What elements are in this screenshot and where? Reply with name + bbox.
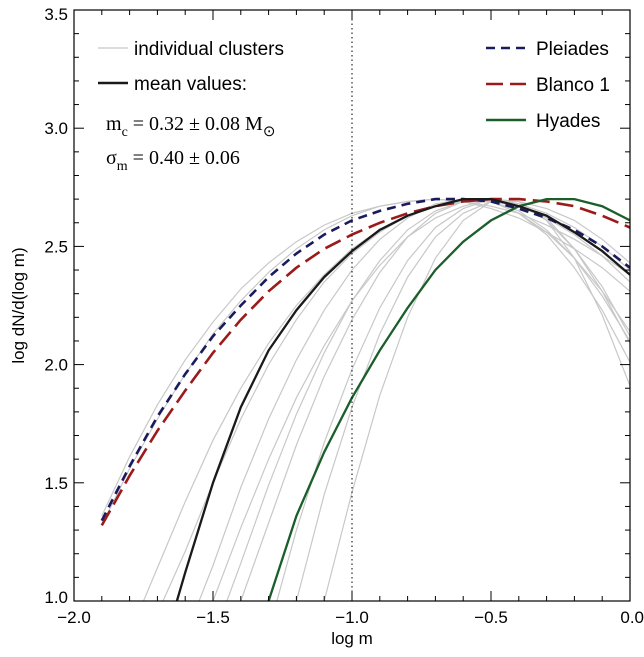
individual-cluster-line-4 [162,200,630,601]
individual-cluster-line-8 [276,198,630,601]
legend-label-hyades: Hyades [536,111,600,132]
individual-cluster-line-5 [198,198,630,601]
series-line-blanco-1 [100,197,630,527]
x-tick-label: 0.0 [620,608,644,627]
y-tick-label: 1.0 [44,588,68,607]
x-tick-label: −1.5 [196,608,230,627]
annotation-mc-value: = 0.32 ± 0.08 M [128,113,263,135]
y-tick-label: 2.0 [44,356,68,375]
x-tick-label: −0.5 [474,608,508,627]
axis-ticks: −2.0 −1.5 −1.0 −0.5 0.0 1.0 1.5 2.0 2.5 3.0 3.5 [44,5,644,627]
annotation-mc-subscript: c [122,125,128,140]
y-tick-label: 2.5 [44,237,68,256]
x-tick-label: −2.0 [57,608,91,627]
individual-cluster-line-10 [323,200,630,601]
annotation-sigma-symbol: σ [106,147,117,169]
legend-label-pleiades: Pleiades [536,39,609,60]
y-tick-label: 3.0 [44,119,68,138]
annotation-mc-symbol: m [106,113,122,135]
individual-cluster-line-11 [212,198,630,601]
series-line-pleiades [100,197,630,522]
legend-label-blanco: Blanco 1 [536,75,610,96]
annotation-sigma-subscript: m [117,159,128,174]
x-tick-label: −1.0 [335,608,369,627]
legend-label-mean: mean values: [134,74,247,95]
annotation-sigma-value: = 0.40 ± 0.06 [128,147,240,169]
legend-label-individual: individual clusters [134,39,284,60]
individual-cluster-line-7 [240,200,630,601]
x-axis-label: log m [331,629,373,648]
annotation-mc: mc = 0.32 ± 0.08 M⊙ [106,113,275,140]
annotation-mc-sun: ⊙ [263,124,276,140]
plot-frame [73,9,631,602]
individual-cluster-line-3 [142,198,630,601]
curves-layer [100,197,630,601]
series-line-mean-values [175,197,630,601]
individual-cluster-line-2 [101,198,630,517]
y-tick-label: 3.5 [44,5,68,24]
individual-cluster-line-6 [226,200,630,601]
y-tick-label: 1.5 [44,474,68,493]
annotation-sigma: σm = 0.40 ± 0.06 [106,147,240,174]
series-line-hyades [267,197,630,601]
legend-left: individual clusters mean values: [98,39,284,95]
individual-cluster-line-1 [101,198,630,526]
legend-right: Pleiades Blanco 1 Hyades [486,39,610,132]
individual-cluster-line-9 [295,200,630,601]
y-axis-label: log dN/d(log m) [9,247,28,363]
